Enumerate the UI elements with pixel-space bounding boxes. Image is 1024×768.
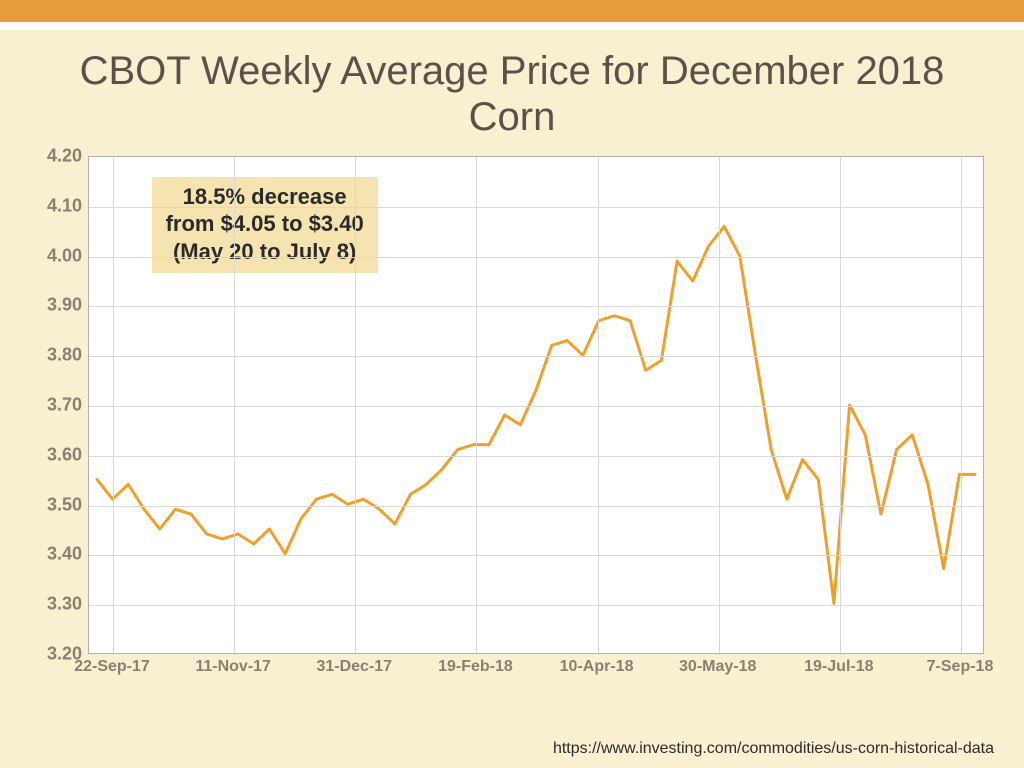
gridline-horizontal: [89, 406, 983, 407]
chart-container: 18.5% decrease from $4.05 to $3.40 (May …: [32, 150, 992, 690]
x-axis-label: 31-Dec-17: [316, 658, 392, 676]
y-axis-label: 4.10: [32, 195, 82, 216]
y-axis-label: 3.80: [32, 345, 82, 366]
x-axis-label: 19-Feb-18: [438, 658, 513, 676]
x-axis-label: 30-May-18: [679, 658, 756, 676]
source-link[interactable]: https://www.investing.com/commodities/us…: [553, 740, 994, 758]
y-axis-label: 4.20: [32, 146, 82, 167]
gridline-vertical: [598, 157, 599, 653]
y-axis-label: 3.90: [32, 295, 82, 316]
y-axis-label: 3.70: [32, 395, 82, 416]
gridline-vertical: [355, 157, 356, 653]
x-axis-label: 7-Sep-18: [927, 658, 994, 676]
y-axis-label: 4.00: [32, 245, 82, 266]
y-axis-label: 3.60: [32, 444, 82, 465]
annotation-callout: 18.5% decrease from $4.05 to $3.40 (May …: [152, 177, 378, 274]
gridline-vertical: [476, 157, 477, 653]
gridline-vertical: [234, 157, 235, 653]
slide-white-strip: [0, 22, 1024, 30]
x-axis-label: 11-Nov-17: [195, 658, 271, 676]
y-axis-label: 3.50: [32, 494, 82, 515]
gridline-horizontal: [89, 306, 983, 307]
gridline-horizontal: [89, 356, 983, 357]
chart-title: CBOT Weekly Average Price for December 2…: [0, 30, 1024, 150]
plot-area: 18.5% decrease from $4.05 to $3.40 (May …: [88, 156, 984, 654]
gridline-horizontal: [89, 207, 983, 208]
x-axis-label: 19-Jul-18: [804, 658, 873, 676]
gridline-horizontal: [89, 506, 983, 507]
gridline-horizontal: [89, 555, 983, 556]
gridline-horizontal: [89, 456, 983, 457]
gridline-horizontal: [89, 605, 983, 606]
slide-top-bar: [0, 0, 1024, 22]
annotation-line: from $4.05 to $3.40: [166, 210, 364, 238]
gridline-horizontal: [89, 257, 983, 258]
y-axis-label: 3.40: [32, 544, 82, 565]
y-axis-label: 3.30: [32, 594, 82, 615]
gridline-vertical: [719, 157, 720, 653]
gridline-vertical: [113, 157, 114, 653]
gridline-vertical: [840, 157, 841, 653]
annotation-line: (May 20 to July 8): [166, 238, 364, 266]
x-axis-label: 22-Sep-17: [74, 658, 150, 676]
gridline-vertical: [961, 157, 962, 653]
x-axis-label: 10-Apr-18: [560, 658, 634, 676]
